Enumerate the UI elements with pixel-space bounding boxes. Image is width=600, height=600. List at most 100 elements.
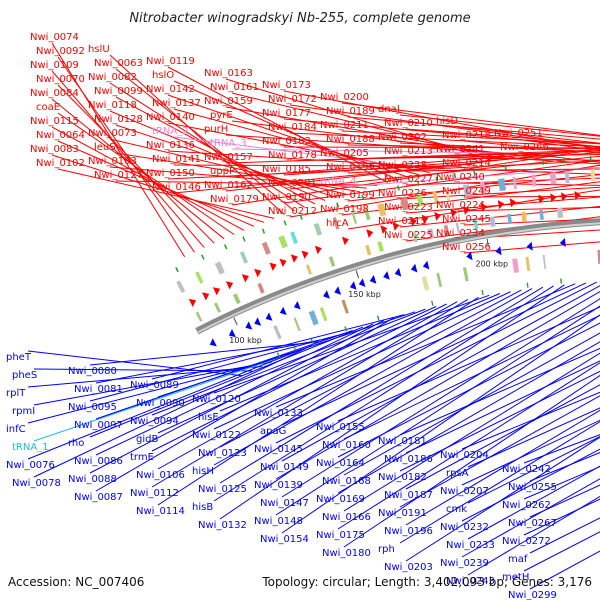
tick-label: 100 kbp <box>229 336 262 345</box>
feature-block-outer <box>278 235 288 249</box>
leader-line <box>405 409 600 526</box>
gene-label: leuS <box>94 142 116 153</box>
leader-line <box>157 296 479 506</box>
feature-block-outer <box>590 169 596 182</box>
forward-gene-arrow <box>450 208 458 218</box>
gene-label: maf <box>508 554 528 565</box>
leader-line <box>457 154 600 165</box>
green-marker-inner <box>481 289 484 295</box>
green-marker-outer <box>453 173 457 179</box>
gene-label: Nwi_0188 <box>326 134 375 145</box>
green-marker-outer <box>504 164 507 170</box>
gene-label: Nwi_0218 <box>442 130 491 141</box>
feature-block-lower <box>525 256 531 271</box>
leader-line <box>275 305 600 516</box>
gene-label: Nwi_0183 <box>262 136 311 147</box>
gene-label: hisB <box>192 502 213 513</box>
leader-line <box>275 283 576 408</box>
gene-label: Nwi_0182 <box>378 472 427 483</box>
leader-line <box>405 360 600 454</box>
gene-label: Nwi_0239 <box>440 558 489 569</box>
gene-label: Nwi_0242 <box>502 464 551 475</box>
leader-line <box>461 478 600 558</box>
gene-label: Nwi_0090 <box>136 398 185 409</box>
green-marker-inner <box>276 352 280 358</box>
leader-line <box>463 241 600 254</box>
feature-block-outer <box>363 207 371 221</box>
gene-label: Nwi_0154 <box>260 534 309 545</box>
leader-line <box>341 130 600 145</box>
gene-label: Nwi_0106 <box>136 470 185 481</box>
feature-block-outer <box>377 203 387 217</box>
gene-label: Nwi_0166 <box>322 512 371 523</box>
forward-gene-arrow <box>225 281 234 290</box>
gene-label: Nwi_0095 <box>68 402 117 413</box>
leader-line <box>281 282 587 426</box>
leader-line <box>461 391 600 450</box>
leader-line <box>529 452 600 482</box>
forward-gene-arrow <box>538 194 545 204</box>
feature-block-upper <box>427 228 435 239</box>
gene-label: Nwi_0140 <box>146 112 195 123</box>
gene-label: Nwi_0245 <box>442 214 491 225</box>
leader-line <box>225 134 537 156</box>
leader-line <box>405 436 600 562</box>
leader-line <box>523 466 600 500</box>
forward-gene-arrow <box>392 222 400 231</box>
leader-line <box>467 407 600 468</box>
gene-label: Nwi_0203 <box>384 562 433 573</box>
gene-label: hisD <box>436 116 458 127</box>
gene-label: Nwi_0267 <box>508 518 557 529</box>
gene-label: Nwi_0123 <box>198 448 247 459</box>
leader-line <box>461 448 600 522</box>
leader-line <box>467 495 600 576</box>
feature-block-upper <box>489 216 496 227</box>
gene-label: Nwi_0168 <box>322 476 371 487</box>
forward-gene-arrow <box>574 191 581 200</box>
gene-label: rho <box>68 438 84 449</box>
forward-gene-arrow <box>342 236 349 246</box>
gene-label: Nwi_0102 <box>36 158 85 169</box>
gene-label: Nwi_0094 <box>130 416 179 427</box>
green-marker-outer <box>201 254 205 260</box>
feature-block-lower <box>341 299 349 314</box>
forward-gene-arrow <box>188 298 196 307</box>
leader-line <box>399 142 600 153</box>
feature-block-outer <box>214 261 225 275</box>
leader-line <box>89 326 364 438</box>
leader-line <box>231 148 548 155</box>
forward-gene-arrow <box>314 245 322 255</box>
leader-line <box>231 120 526 157</box>
green-marker-outer <box>473 169 476 175</box>
gene-label: trmE <box>130 452 154 463</box>
trna-label: tRNA_2 <box>152 126 189 137</box>
gene-label: Nwi_0172 <box>268 94 317 105</box>
gene-label: Nwi_0184 <box>268 122 317 133</box>
gene-label: rplT <box>6 388 26 399</box>
gene-label: Nwi_0118 <box>88 100 137 111</box>
feature-block-upper <box>377 241 384 252</box>
reverse-gene-arrow <box>422 260 430 270</box>
gene-label: Nwi_0204 <box>440 450 489 461</box>
feature-block-upper <box>556 207 564 219</box>
green-marker-outer <box>175 267 179 273</box>
feature-block-lower <box>462 267 469 282</box>
reverse-gene-arrow <box>245 321 253 330</box>
leader-line <box>399 421 600 544</box>
gene-label: Nwi_0266 <box>500 142 549 153</box>
feature-block-outer <box>176 280 186 293</box>
leader-line <box>457 229 600 240</box>
forward-gene-arrow <box>434 212 441 221</box>
leader-line <box>33 361 272 406</box>
gene-label: Nwi_0109 <box>30 60 79 71</box>
leader-line <box>109 138 347 195</box>
leader-line <box>275 291 600 480</box>
leader-line <box>115 68 295 212</box>
gene-label: Nwi_0162 <box>204 180 253 191</box>
tick-label: 150 kbp <box>348 290 381 299</box>
feature-block-upper <box>365 244 372 256</box>
forward-gene-arrow <box>212 287 221 296</box>
feature-block-outer <box>432 190 439 204</box>
gene-label: Nwi_0233 <box>446 540 495 551</box>
reverse-gene-arrow <box>228 329 236 338</box>
